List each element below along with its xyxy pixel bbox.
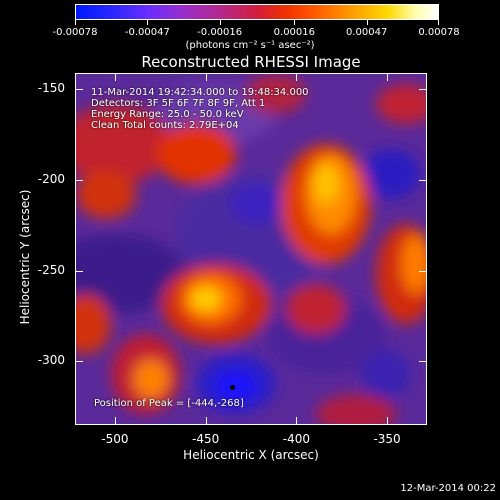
y-tick-label: -250: [37, 262, 65, 277]
y-tick-label: -300: [37, 353, 65, 368]
colorbar-tick: [366, 20, 368, 25]
y-tick-mark: [75, 180, 83, 182]
colorbar-tick: [294, 20, 296, 25]
x-tick-label: -450: [192, 432, 220, 446]
y-tick-mark: [75, 270, 83, 272]
colorbar-tick-label: 0.00078: [418, 27, 460, 38]
colorbar-tick: [147, 20, 149, 25]
x-tick-mark: [205, 417, 207, 425]
annotation-time-range: 11-Mar-2014 19:42:34.000 to 19:48:34.000: [91, 87, 309, 98]
annotation-energy-range: Energy Range: 25.0 - 50.0 keV: [91, 109, 244, 120]
x-tick-mark: [387, 73, 389, 81]
peak-marker: [230, 385, 235, 390]
annotation-peak: Position of Peak = [-444,-268]: [94, 398, 244, 409]
colorbar-tick: [438, 20, 439, 25]
image-plot: 11-Mar-2014 19:42:34.000 to 19:48:34.000…: [75, 73, 427, 425]
y-tick-mark: [419, 270, 427, 272]
y-tick-mark: [75, 89, 83, 91]
colorbar-tick-label: 0.00047: [345, 27, 388, 38]
annotation-detectors: Detectors: 3F 5F 6F 7F 8F 9F, Att 1: [91, 98, 266, 109]
colorbar: [75, 4, 439, 20]
y-tick-mark: [419, 361, 427, 363]
y-axis-label: Heliocentric Y (arcsec): [18, 189, 32, 325]
y-tick-mark: [419, 180, 427, 182]
x-axis-label: Heliocentric X (arcsec): [183, 448, 319, 462]
footer-date: 12-Mar-2014 00:22: [400, 483, 496, 494]
reconstructed-image: [76, 74, 426, 424]
plot-title: Reconstructed RHESSI Image: [141, 53, 361, 71]
colorbar-tick-label: 0.00016: [273, 27, 316, 38]
x-tick-label: -500: [101, 432, 129, 446]
x-tick-label: -400: [282, 432, 310, 446]
x-tick-mark: [114, 73, 116, 81]
y-tick-label: -150: [37, 81, 65, 96]
annotation-algorithm: Clean Total counts: 2.79E+04: [91, 120, 239, 131]
x-tick-mark: [296, 73, 298, 81]
colorbar-units: (photons cm⁻² s⁻¹ asec⁻²): [185, 40, 315, 51]
colorbar-tick: [75, 20, 76, 25]
x-tick-mark: [114, 417, 116, 425]
y-tick-mark: [419, 89, 427, 91]
colorbar-tick: [219, 20, 221, 25]
colorbar-tick-label: -0.00016: [197, 27, 243, 38]
x-tick-mark: [296, 417, 298, 425]
x-tick-mark: [387, 417, 389, 425]
x-tick-label: -350: [373, 432, 401, 446]
colorbar-tick-label: -0.00078: [52, 27, 98, 38]
y-tick-label: -200: [37, 172, 65, 187]
y-tick-mark: [75, 361, 83, 363]
x-tick-mark: [205, 73, 207, 81]
colorbar-tick-label: -0.00047: [124, 27, 170, 38]
